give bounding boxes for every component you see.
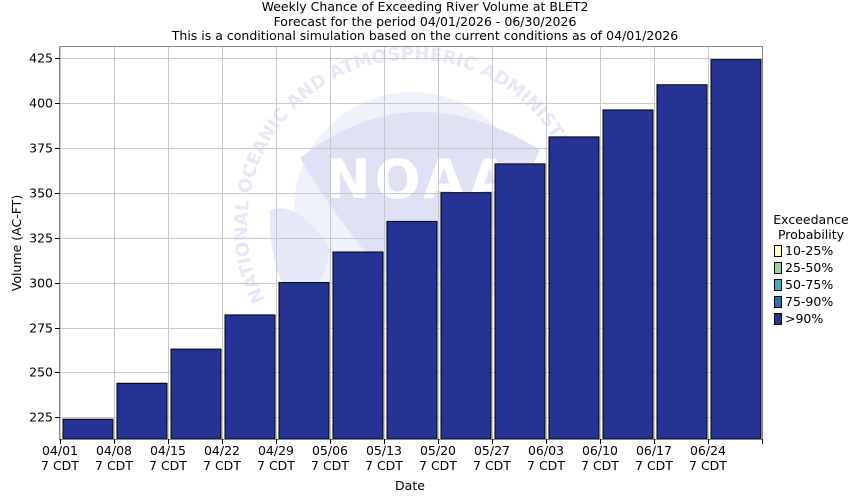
x-tick-label-time: 7 CDT — [257, 458, 295, 473]
x-tick-label-date: 05/13 — [366, 443, 402, 458]
legend-item-50-75: 50-75% — [772, 276, 850, 293]
bar — [224, 314, 276, 440]
x-tick-label: 06/03 7 CDT — [527, 443, 565, 473]
plot-frame — [59, 46, 763, 440]
bar — [494, 163, 546, 440]
y-tick-label: 225 — [29, 410, 53, 425]
x-tick-label: 04/29 7 CDT — [257, 443, 295, 473]
x-tick-label-time: 7 CDT — [95, 458, 133, 473]
x-tick-label: 04/08 7 CDT — [95, 443, 133, 473]
legend-item-75-90: 75-90% — [772, 293, 850, 310]
bar — [710, 59, 762, 440]
legend-item-label: 25-50% — [785, 260, 834, 275]
y-tick-label: 350 — [29, 186, 53, 201]
y-tick-label: 275 — [29, 321, 53, 336]
x-tick-label: 05/27 7 CDT — [473, 443, 511, 473]
bar — [656, 84, 708, 440]
x-tick-label-time: 7 CDT — [365, 458, 403, 473]
x-tick-label-date: 04/08 — [96, 443, 132, 458]
x-tick-label-time: 7 CDT — [203, 458, 241, 473]
legend-swatch — [774, 295, 782, 308]
y-tick-label: 300 — [29, 276, 53, 291]
legend-swatch — [774, 312, 782, 325]
chart-titles: Weekly Chance of Exceeding River Volume … — [0, 0, 850, 44]
x-tick-label: 05/20 7 CDT — [419, 443, 457, 473]
x-tick-label: 05/06 7 CDT — [311, 443, 349, 473]
bar — [332, 251, 384, 440]
bar — [602, 109, 654, 440]
bar — [116, 382, 168, 440]
legend-title-line1: Exceedance — [773, 212, 849, 227]
x-tick-label: 04/01 7 CDT — [41, 443, 79, 473]
watermark-wave-shape — [269, 208, 330, 300]
x-tick-label-date: 06/10 — [582, 443, 618, 458]
x-tick-label: 05/13 7 CDT — [365, 443, 403, 473]
chart-title: Weekly Chance of Exceeding River Volume … — [261, 0, 589, 14]
y-tick-label: 425 — [29, 51, 53, 66]
bar — [62, 418, 114, 440]
bar-series — [62, 59, 762, 440]
x-tick-label-date: 05/20 — [420, 443, 456, 458]
y-axis-label: Volume (AC-FT) — [9, 195, 24, 291]
chart-subtitle-period: Forecast for the period 04/01/2026 - 06/… — [273, 13, 577, 29]
x-tick-label-time: 7 CDT — [149, 458, 187, 473]
x-tick-label: 06/17 7 CDT — [635, 443, 673, 473]
legend-item-gt-90: >90% — [772, 310, 850, 327]
legend-item-label: 50-75% — [785, 277, 834, 292]
x-tick-label-time: 7 CDT — [311, 458, 349, 473]
x-tick-label-time: 7 CDT — [689, 458, 727, 473]
x-tick-label: 04/22 7 CDT — [203, 443, 241, 473]
x-tick-label-date: 04/01 — [42, 443, 78, 458]
bar — [386, 220, 438, 440]
y-axis: 225 250 275 300 325 350 375 400 425 — [29, 51, 60, 425]
bar — [548, 136, 600, 440]
x-tick-label-time: 7 CDT — [41, 458, 79, 473]
x-axis-label: Date — [395, 478, 425, 493]
x-tick-label-date: 06/24 — [690, 443, 726, 458]
legend-item-label: >90% — [785, 311, 824, 326]
x-tick-label-time: 7 CDT — [581, 458, 619, 473]
legend-item-label: 75-90% — [785, 294, 834, 309]
y-tick-label: 250 — [29, 365, 53, 380]
y-tick-label: 325 — [29, 231, 53, 246]
x-tick-label-time: 7 CDT — [635, 458, 673, 473]
x-tick-label-time: 7 CDT — [419, 458, 457, 473]
x-tick-label: 06/10 7 CDT — [581, 443, 619, 473]
legend-item-10-25: 10-25% — [772, 242, 850, 259]
y-tick-label: 375 — [29, 141, 53, 156]
x-tick-label: 04/15 7 CDT — [149, 443, 187, 473]
x-tick-label: 06/24 7 CDT — [689, 443, 727, 473]
legend-swatch — [774, 278, 782, 291]
x-tick-label-time: 7 CDT — [473, 458, 511, 473]
legend: Exceedance Probability 10-25% 25-50% 50-… — [772, 212, 850, 327]
legend-item-label: 10-25% — [785, 243, 834, 258]
x-tick-label-date: 04/15 — [150, 443, 186, 458]
x-tick-label-date: 05/27 — [474, 443, 510, 458]
x-tick-label-date: 06/03 — [528, 443, 564, 458]
bar — [170, 348, 222, 440]
legend-swatch — [774, 261, 782, 274]
x-tick-label-date: 04/22 — [204, 443, 240, 458]
legend-item-25-50: 25-50% — [772, 259, 850, 276]
y-tick-label: 400 — [29, 96, 53, 111]
bar — [440, 192, 492, 440]
bar — [278, 282, 330, 440]
x-tick-label-date: 04/29 — [258, 443, 294, 458]
chart-subtitle-conditions: This is a conditional simulation based o… — [171, 28, 679, 43]
legend-title-line2: Probability — [777, 227, 845, 242]
x-tick-label-date: 05/06 — [312, 443, 348, 458]
x-tick-label-time: 7 CDT — [527, 458, 565, 473]
legend-swatch — [774, 244, 782, 257]
x-tick-label-date: 06/17 — [636, 443, 672, 458]
